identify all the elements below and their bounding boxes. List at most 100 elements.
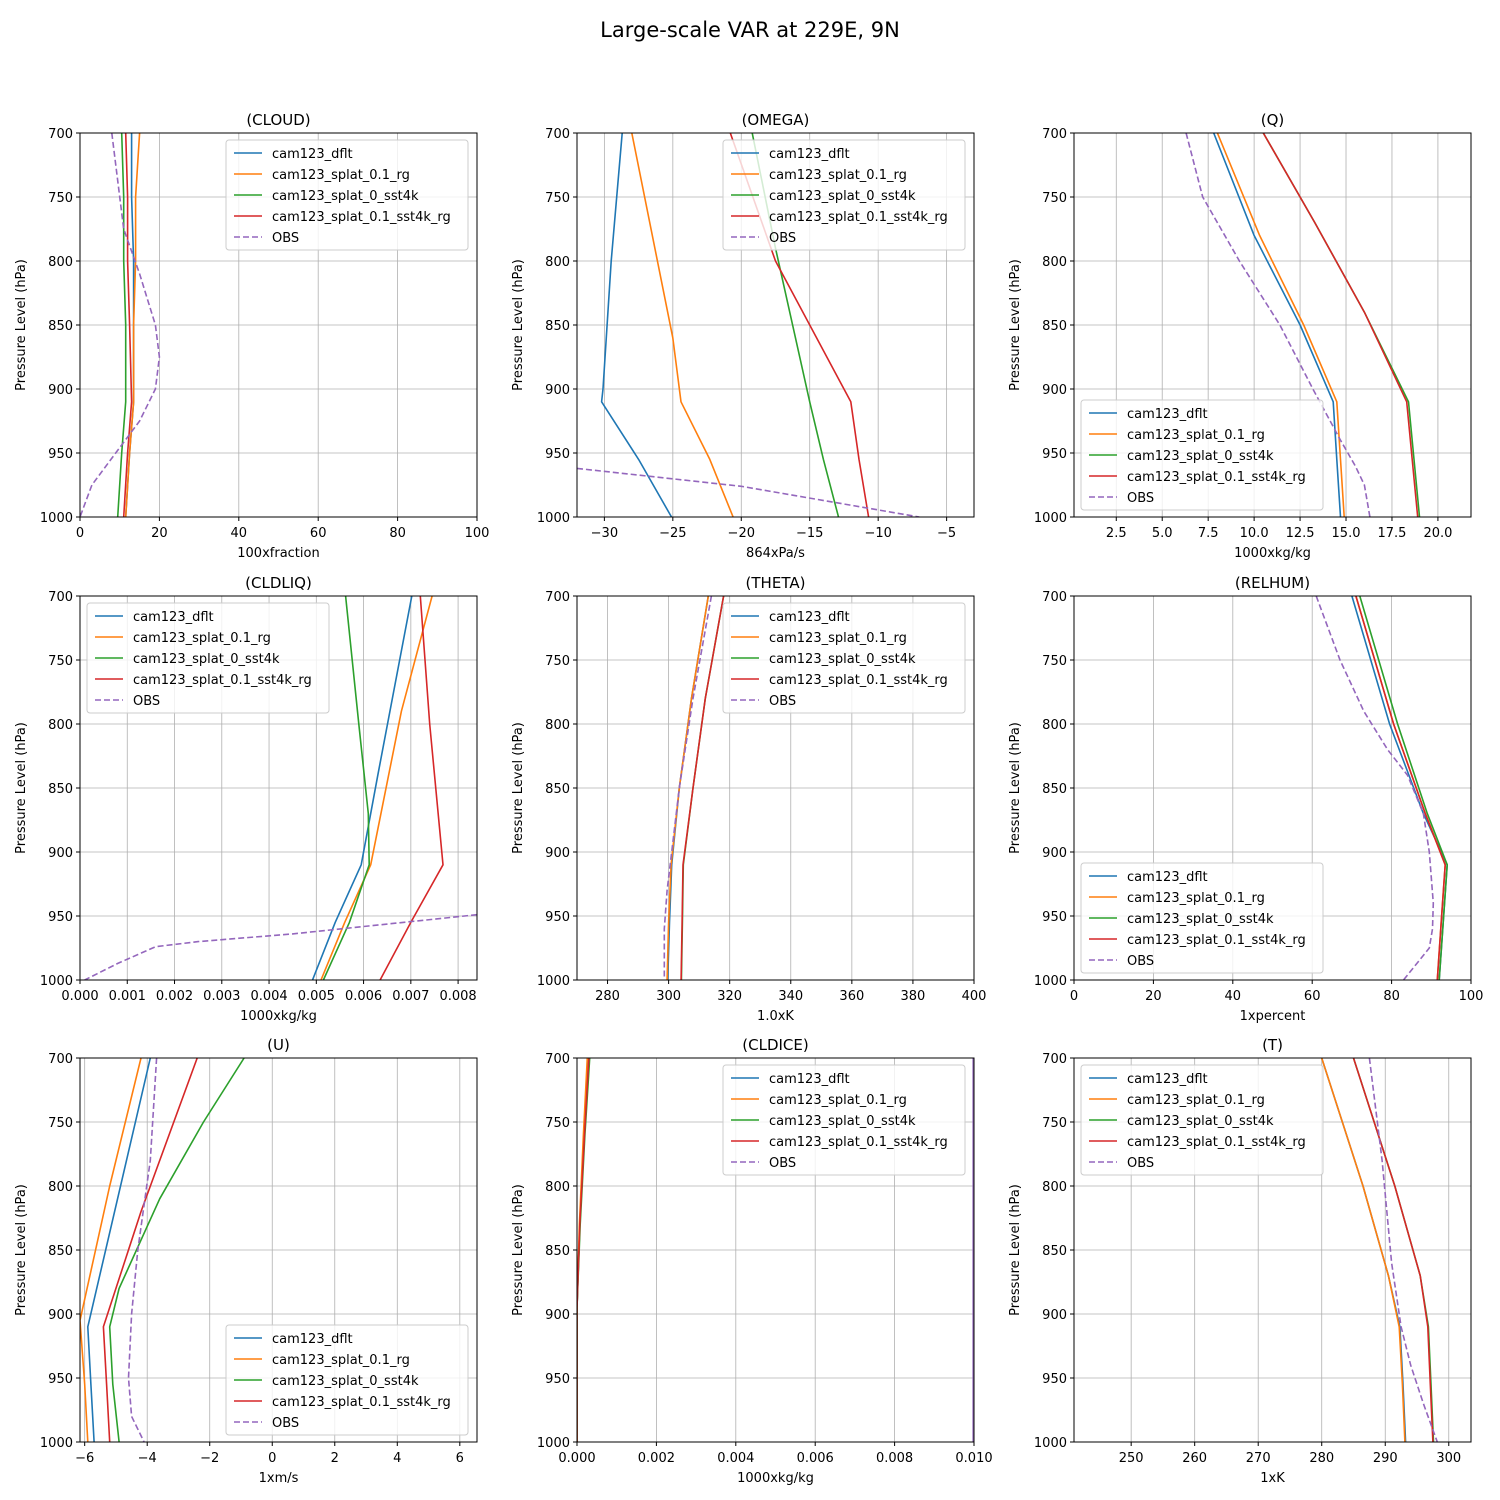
y-tick-label: 900: [1042, 1308, 1067, 1323]
legend-label: cam123_splat_0.1_sst4k_rg: [1127, 1135, 1306, 1150]
x-tick-label: 300: [656, 989, 681, 1004]
legend-label: cam123_dflt: [1127, 407, 1208, 422]
subplot-cldliq: 0.000 0.001 0.002 0.003 0.004 0.005 0.006 0.007…: [14, 574, 478, 1024]
x-tick-label: −4: [138, 1451, 157, 1466]
x-tick-label: 0.008: [439, 989, 476, 1004]
x-tick-label: 7.5: [1198, 526, 1219, 541]
legend-label: cam123_splat_0.1_rg: [272, 168, 410, 183]
y-tick-label: 850: [545, 319, 570, 334]
legend-box: [86, 602, 330, 714]
legend-label: cam123_dflt: [133, 610, 214, 625]
legend-label: OBS: [769, 694, 796, 709]
legend-label: cam123_splat_0_sst4k: [133, 652, 280, 667]
y-axis-label: Pressure Level (hPa): [511, 1184, 526, 1316]
y-axis-label: Pressure Level (hPa): [1008, 1184, 1023, 1316]
x-tick-label: 0.006: [797, 1451, 834, 1466]
legend-label: cam123_splat_0_sst4k: [769, 189, 916, 204]
series-line-cam123-splat-0-sst4k: [108, 1058, 245, 1442]
series-line-cam123-dflt: [87, 1058, 152, 1442]
y-tick-label: 750: [48, 191, 73, 206]
x-tick-label: 2: [331, 1451, 339, 1466]
y-axis-label: Pressure Level (hPa): [1008, 259, 1023, 391]
series-line-cam123-splat-0-1-sst4k-rg: [102, 1058, 198, 1442]
y-tick-label: 750: [1042, 1116, 1067, 1131]
subplot-title: (Q): [1261, 111, 1285, 129]
series-line-cam123-splat-0-1-sst4k-rg: [379, 596, 444, 980]
x-tick-label: 0.002: [638, 1451, 675, 1466]
legend-label: cam123_splat_0.1_rg: [769, 631, 907, 646]
y-tick-label: 900: [48, 846, 73, 861]
legend-label: cam123_splat_0_sst4k: [272, 1374, 419, 1389]
legend-label: OBS: [769, 231, 796, 246]
legend-label: cam123_dflt: [272, 1332, 353, 1347]
series-line-cam123-splat-0-1-rg: [666, 596, 710, 980]
series-line-cam123-splat-0-sst4k: [116, 133, 127, 517]
legend: cam123_dflt cam123_splat_0.1_rg cam123_spl…: [225, 139, 469, 251]
y-tick-label: 750: [1042, 654, 1067, 669]
x-tick-label: 0.001: [109, 989, 146, 1004]
y-tick-label: 850: [545, 1244, 570, 1259]
y-tick-label: 850: [1042, 319, 1067, 334]
y-tick-label: 850: [545, 782, 570, 797]
x-axis-label: 1000xkg/kg: [240, 1009, 317, 1024]
legend-label: cam123_splat_0.1_rg: [769, 168, 907, 183]
y-tick-label: 700: [1042, 127, 1067, 142]
legend-label: cam123_splat_0.1_sst4k_rg: [1127, 470, 1306, 485]
x-tick-label: −15: [796, 526, 823, 541]
legend-label: cam123_splat_0.1_sst4k_rg: [272, 1395, 451, 1410]
series-line-cam123-splat-0-1-sst4k-rg: [680, 596, 725, 980]
series-line-obs: [663, 596, 713, 980]
y-tick-label: 1000: [1034, 974, 1067, 989]
x-tick-label: 280: [1309, 1451, 1334, 1466]
series-line-cam123-splat-0-1-sst4k-rg: [1352, 1058, 1434, 1442]
legend-label: cam123_dflt: [1127, 1072, 1208, 1087]
legend-label: cam123_splat_0.1_sst4k_rg: [272, 210, 451, 225]
y-tick-label: 700: [545, 127, 570, 142]
legend-box: [1080, 399, 1324, 511]
legend-label: OBS: [1127, 954, 1154, 969]
y-tick-label: 850: [48, 319, 73, 334]
y-axis-label: Pressure Level (hPa): [511, 722, 526, 854]
y-tick-label: 1000: [40, 974, 73, 989]
y-tick-label: 950: [1042, 1372, 1067, 1387]
y-tick-label: 900: [1042, 383, 1067, 398]
x-tick-label: 250: [1119, 1451, 1144, 1466]
legend-label: cam123_splat_0.1_sst4k_rg: [769, 1135, 948, 1150]
y-tick-label: 800: [1042, 718, 1067, 733]
series-line-cam123-splat-0-1-rg: [124, 133, 141, 517]
legend: cam123_dflt cam123_splat_0.1_rg cam123_spl…: [1080, 862, 1324, 974]
x-tick-label: 380: [901, 989, 926, 1004]
y-tick-label: 900: [48, 383, 73, 398]
y-tick-label: 750: [1042, 191, 1067, 206]
legend-label: cam123_splat_0.1_rg: [769, 1093, 907, 1108]
series-line-cam123-dflt: [1212, 133, 1342, 517]
legend: cam123_dflt cam123_splat_0.1_rg cam123_spl…: [722, 139, 966, 251]
y-tick-label: 700: [545, 590, 570, 605]
y-tick-label: 750: [48, 654, 73, 669]
y-tick-label: 950: [48, 910, 73, 925]
x-tick-label: 20: [151, 526, 168, 541]
series-lines: [577, 1058, 974, 1442]
legend-label: cam123_dflt: [769, 1072, 850, 1087]
y-tick-label: 800: [48, 1180, 73, 1195]
x-tick-label: 360: [839, 989, 864, 1004]
series-line-cam123-dflt: [311, 596, 413, 980]
y-axis-label: Pressure Level (hPa): [14, 722, 29, 854]
subplot-title: (U): [267, 1036, 290, 1054]
x-tick-label: 40: [231, 526, 248, 541]
subplot-title: (RELHUM): [1235, 574, 1310, 592]
legend-label: cam123_dflt: [272, 147, 353, 162]
x-tick-label: 20.0: [1423, 526, 1452, 541]
y-tick-label: 750: [545, 191, 570, 206]
legend: cam123_dflt cam123_splat_0.1_rg cam123_spl…: [722, 602, 966, 714]
y-tick-label: 1000: [1034, 511, 1067, 526]
x-tick-label: −30: [591, 526, 618, 541]
subplot-title: (OMEGA): [742, 111, 810, 129]
y-tick-label: 950: [1042, 447, 1067, 462]
legend: cam123_dflt cam123_splat_0.1_rg cam123_spl…: [225, 1324, 469, 1436]
subplot-cldice: 0.000 0.002 0.004 0.006 0.008 0.010 700 750 800 8…: [511, 1036, 993, 1486]
y-tick-label: 700: [48, 1052, 73, 1067]
subplot-title: (THETA): [746, 574, 806, 592]
x-tick-label: −20: [728, 526, 755, 541]
y-tick-label: 700: [545, 1052, 570, 1067]
